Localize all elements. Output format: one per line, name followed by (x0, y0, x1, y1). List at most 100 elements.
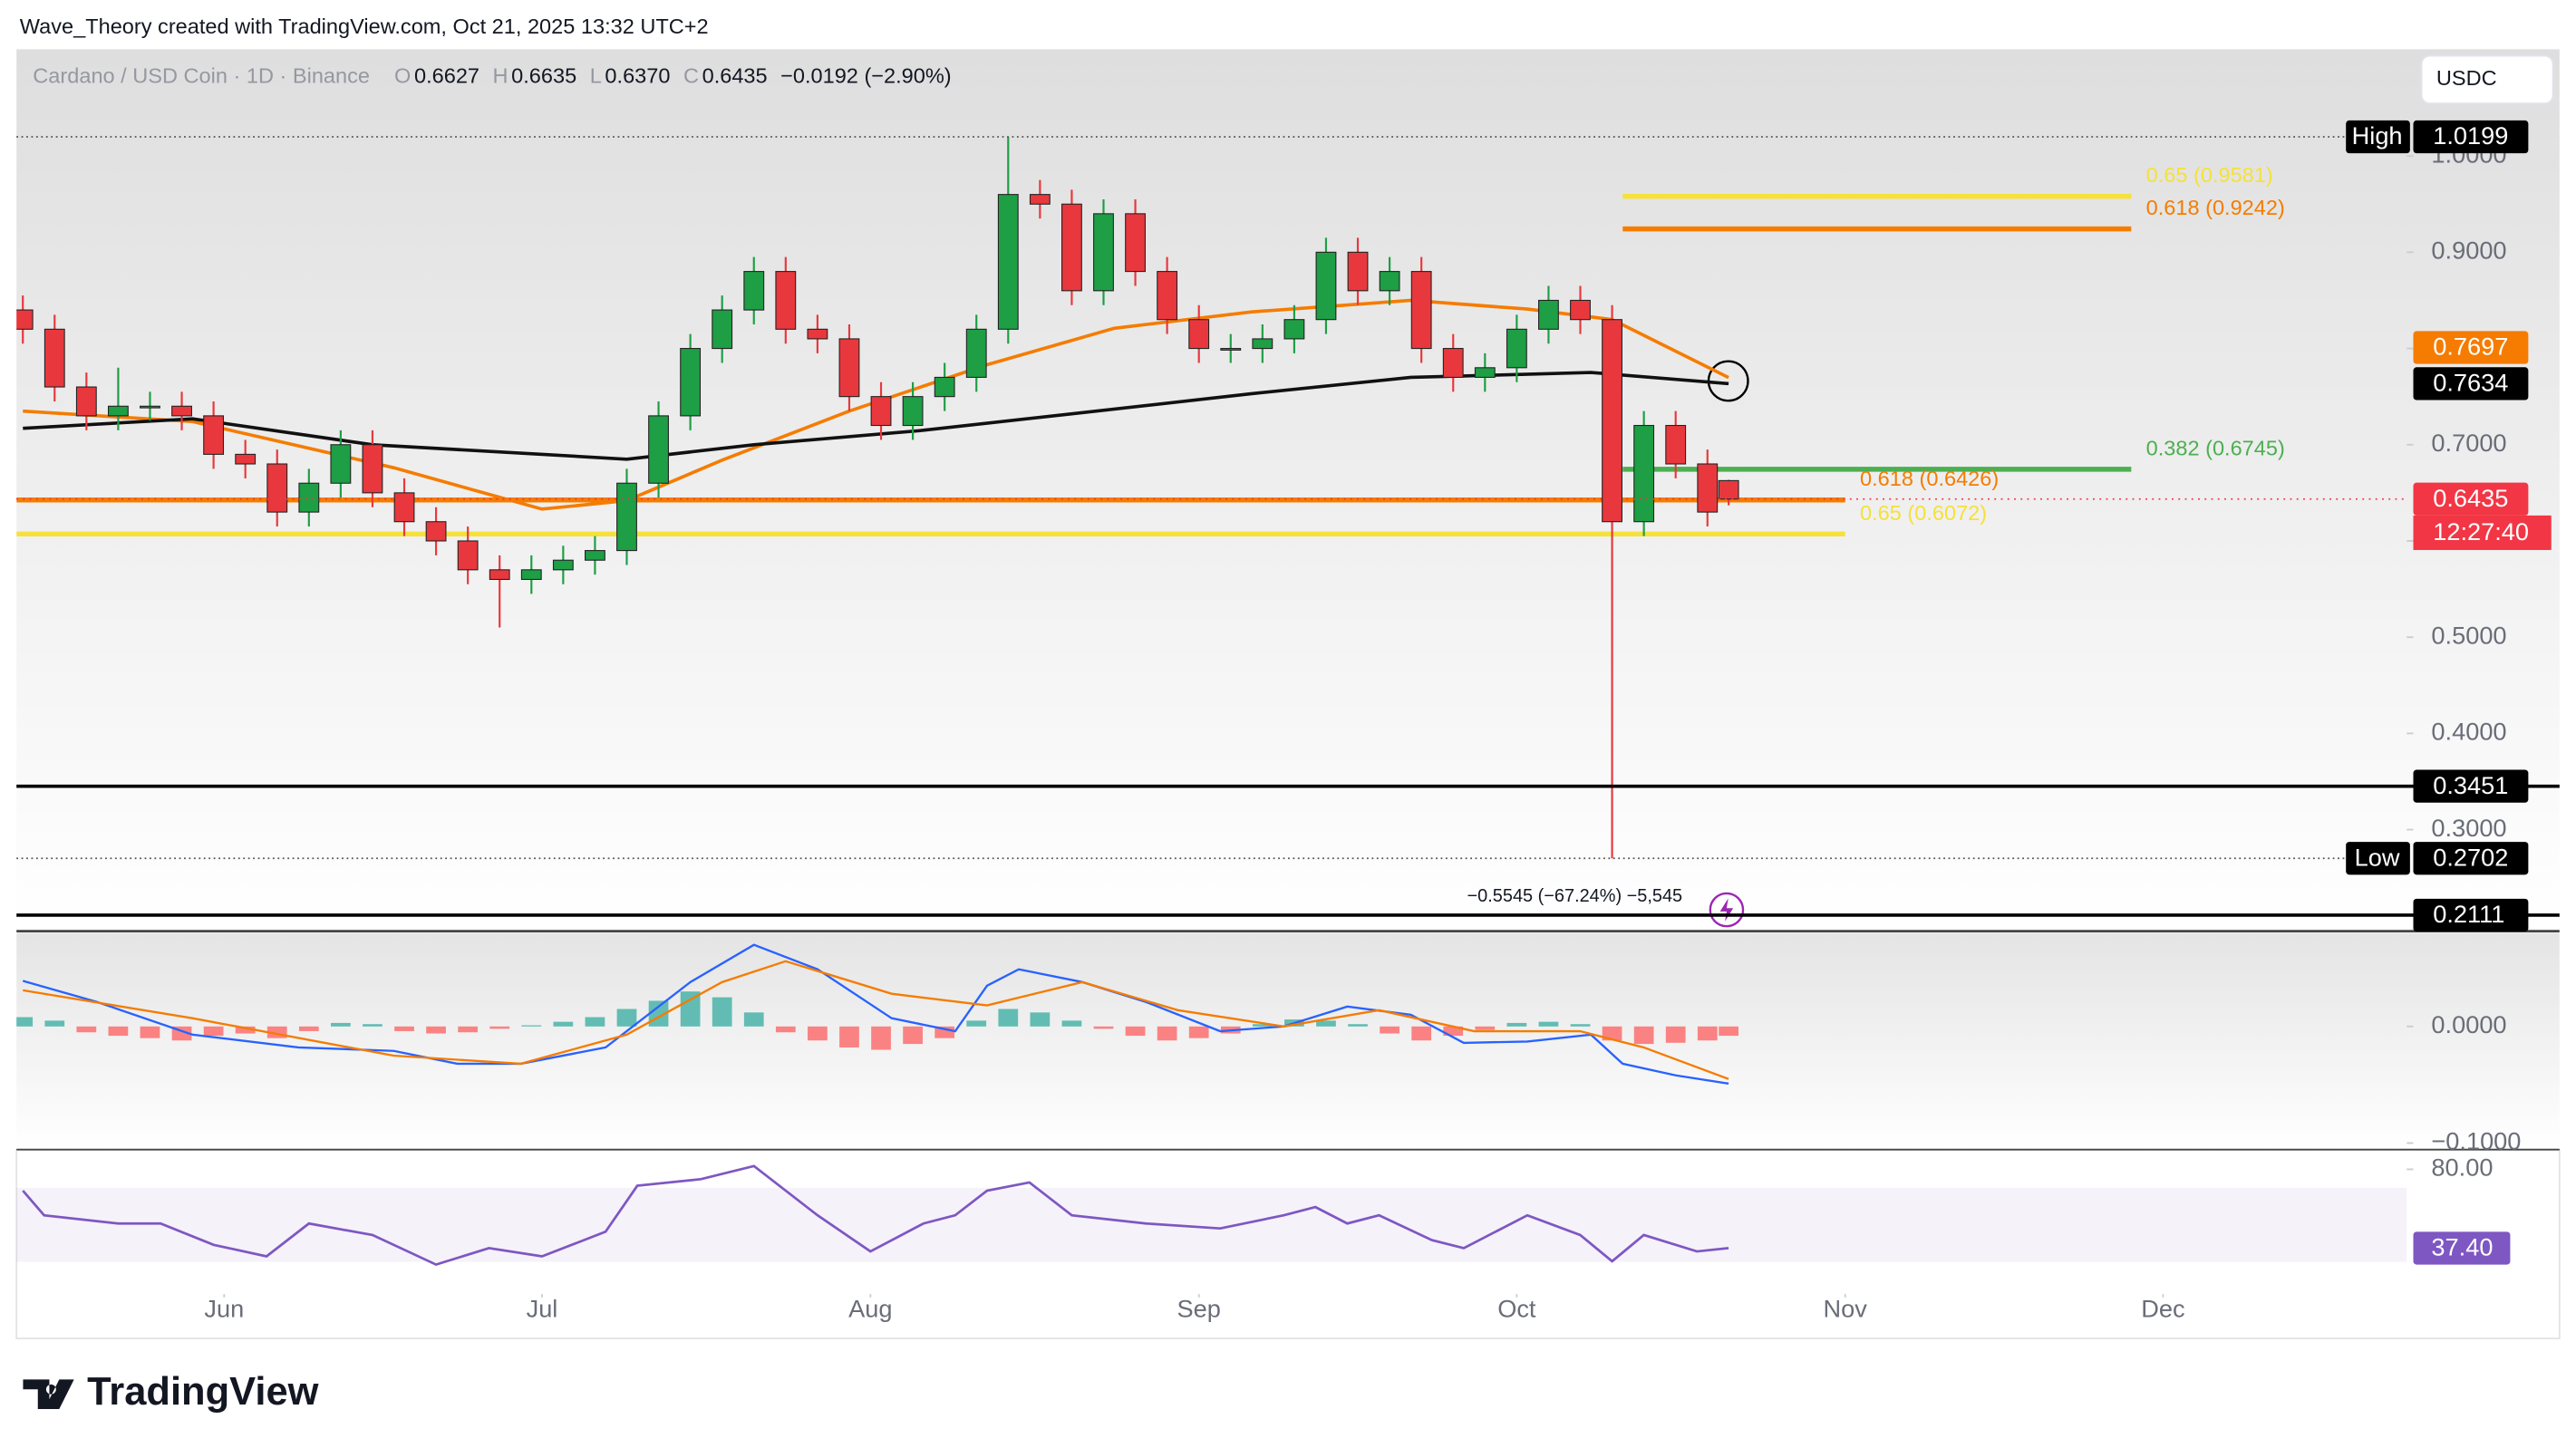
candle-body (75, 386, 97, 417)
macd-panel (16, 932, 2560, 1150)
candle-body (616, 482, 637, 552)
candle-body (1093, 213, 1114, 292)
alert-bolt (1719, 898, 1734, 922)
candle-body (1506, 328, 1527, 369)
candle-body (1602, 319, 1622, 523)
rsi-tag (2413, 1231, 2511, 1265)
y-tick-label: −0.1000 (2431, 1127, 2521, 1155)
macd-bar (1633, 1026, 1654, 1045)
macd-bar (426, 1026, 446, 1034)
candle-body (775, 271, 797, 330)
price-tag (2413, 482, 2529, 516)
x-tick-label: Nov (1824, 1294, 1868, 1322)
candle-body (16, 309, 34, 330)
macd-bar (1348, 1024, 1368, 1027)
countdown-box (2413, 515, 2552, 550)
legend-key: O (394, 63, 411, 87)
macd-bar (44, 1020, 65, 1027)
price-tag-label: 0.7634 (2433, 369, 2508, 397)
candle-body (1220, 348, 1242, 351)
legend-value: 0.6635 (511, 63, 576, 87)
fib-label: 0.65 (0.6072) (1860, 501, 1987, 525)
y-tick-label: 80.00 (2431, 1154, 2493, 1182)
price-tag-label: 0.7697 (2433, 333, 2508, 361)
fib-label: 0.618 (0.9242) (2146, 196, 2285, 219)
candle-body (107, 405, 129, 417)
macd-bar (394, 1026, 414, 1031)
candle-body (140, 405, 160, 409)
candle-body (1410, 271, 1432, 350)
macd-bar (108, 1026, 129, 1037)
legend-value: 0.6627 (414, 63, 479, 87)
macd-bar (1697, 1026, 1718, 1041)
price-tag (2413, 367, 2529, 401)
rsi-band (16, 1187, 2407, 1262)
macd-plot (16, 943, 1739, 1085)
macd-bar (76, 1026, 97, 1033)
legend-change: −0.0192 (−2.90%) (780, 63, 952, 87)
candle-body (1718, 479, 1739, 500)
legend-key: H (493, 63, 508, 87)
candle-body (1347, 251, 1369, 292)
x-tick-label: Dec (2141, 1294, 2184, 1322)
candle-body (44, 328, 65, 388)
price-tag-label: 0.6435 (2433, 484, 2508, 512)
currency-button[interactable] (2420, 54, 2554, 105)
macd-bar (203, 1026, 224, 1037)
candle-body (965, 328, 987, 378)
macd-bar (1411, 1026, 1432, 1041)
currency[interactable]: USDC (2436, 66, 2497, 90)
extreme-tag (2346, 842, 2410, 875)
candle-body (1029, 194, 1051, 205)
candle-body (457, 540, 479, 571)
candle-body (1442, 348, 1464, 378)
macd-bar (585, 1017, 605, 1027)
price-plot (16, 137, 2132, 859)
macd-bar (140, 1026, 160, 1038)
y-tick-label: 0.7000 (2431, 429, 2506, 457)
macd-bar (1316, 1020, 1336, 1027)
x-tick-label: Jun (204, 1294, 244, 1322)
extreme-tag-label: High (2352, 121, 2403, 150)
macd-bar (680, 991, 701, 1027)
macd-bar (1506, 1022, 1527, 1027)
fib-label: 0.618 (0.6426) (1860, 467, 1999, 490)
macd-bar (1061, 1020, 1082, 1027)
macd-bar (16, 1017, 34, 1027)
macd-bar (1665, 1026, 1686, 1043)
macd-bar (1157, 1026, 1177, 1041)
macd-bar (1719, 1026, 1739, 1037)
rsi-line (22, 1164, 1729, 1267)
macd-bar (903, 1026, 923, 1045)
logo-icon (23, 1379, 74, 1410)
price-tag-label: 0.2111 (2433, 900, 2504, 928)
macd-bar (1252, 1024, 1273, 1027)
legend-value: 0.6370 (605, 63, 670, 87)
moving-average (23, 298, 1729, 511)
macd-bar (808, 1026, 828, 1041)
signal-line (23, 960, 1729, 1080)
x-tick-label: Jul (527, 1294, 558, 1322)
candle-body (902, 396, 924, 427)
macd-bar (489, 1026, 510, 1029)
candle-body (1474, 367, 1496, 378)
candle-body (1379, 271, 1400, 292)
macd-bar (1570, 1024, 1591, 1027)
macd-bar (458, 1026, 479, 1033)
credit: Wave_Theory created with TradingView.com… (20, 14, 709, 38)
macd-bar (743, 1012, 764, 1027)
macd-bar (1188, 1026, 1209, 1038)
extreme-tag (2346, 120, 2410, 154)
candle-body (1252, 338, 1273, 350)
candle-body (330, 444, 352, 484)
measure-label: −0.5545 (−67.24%) −5,545 (1467, 886, 1683, 906)
macd-bar (1443, 1026, 1464, 1037)
macd-bar (235, 1026, 256, 1034)
x-tick-label: Sep (1177, 1294, 1221, 1322)
candle-body (838, 338, 860, 398)
y-tick-label: 0.3000 (2431, 814, 2506, 842)
rsi-panel (15, 1148, 2561, 1340)
price-tag-label: 0.2702 (2433, 843, 2508, 871)
